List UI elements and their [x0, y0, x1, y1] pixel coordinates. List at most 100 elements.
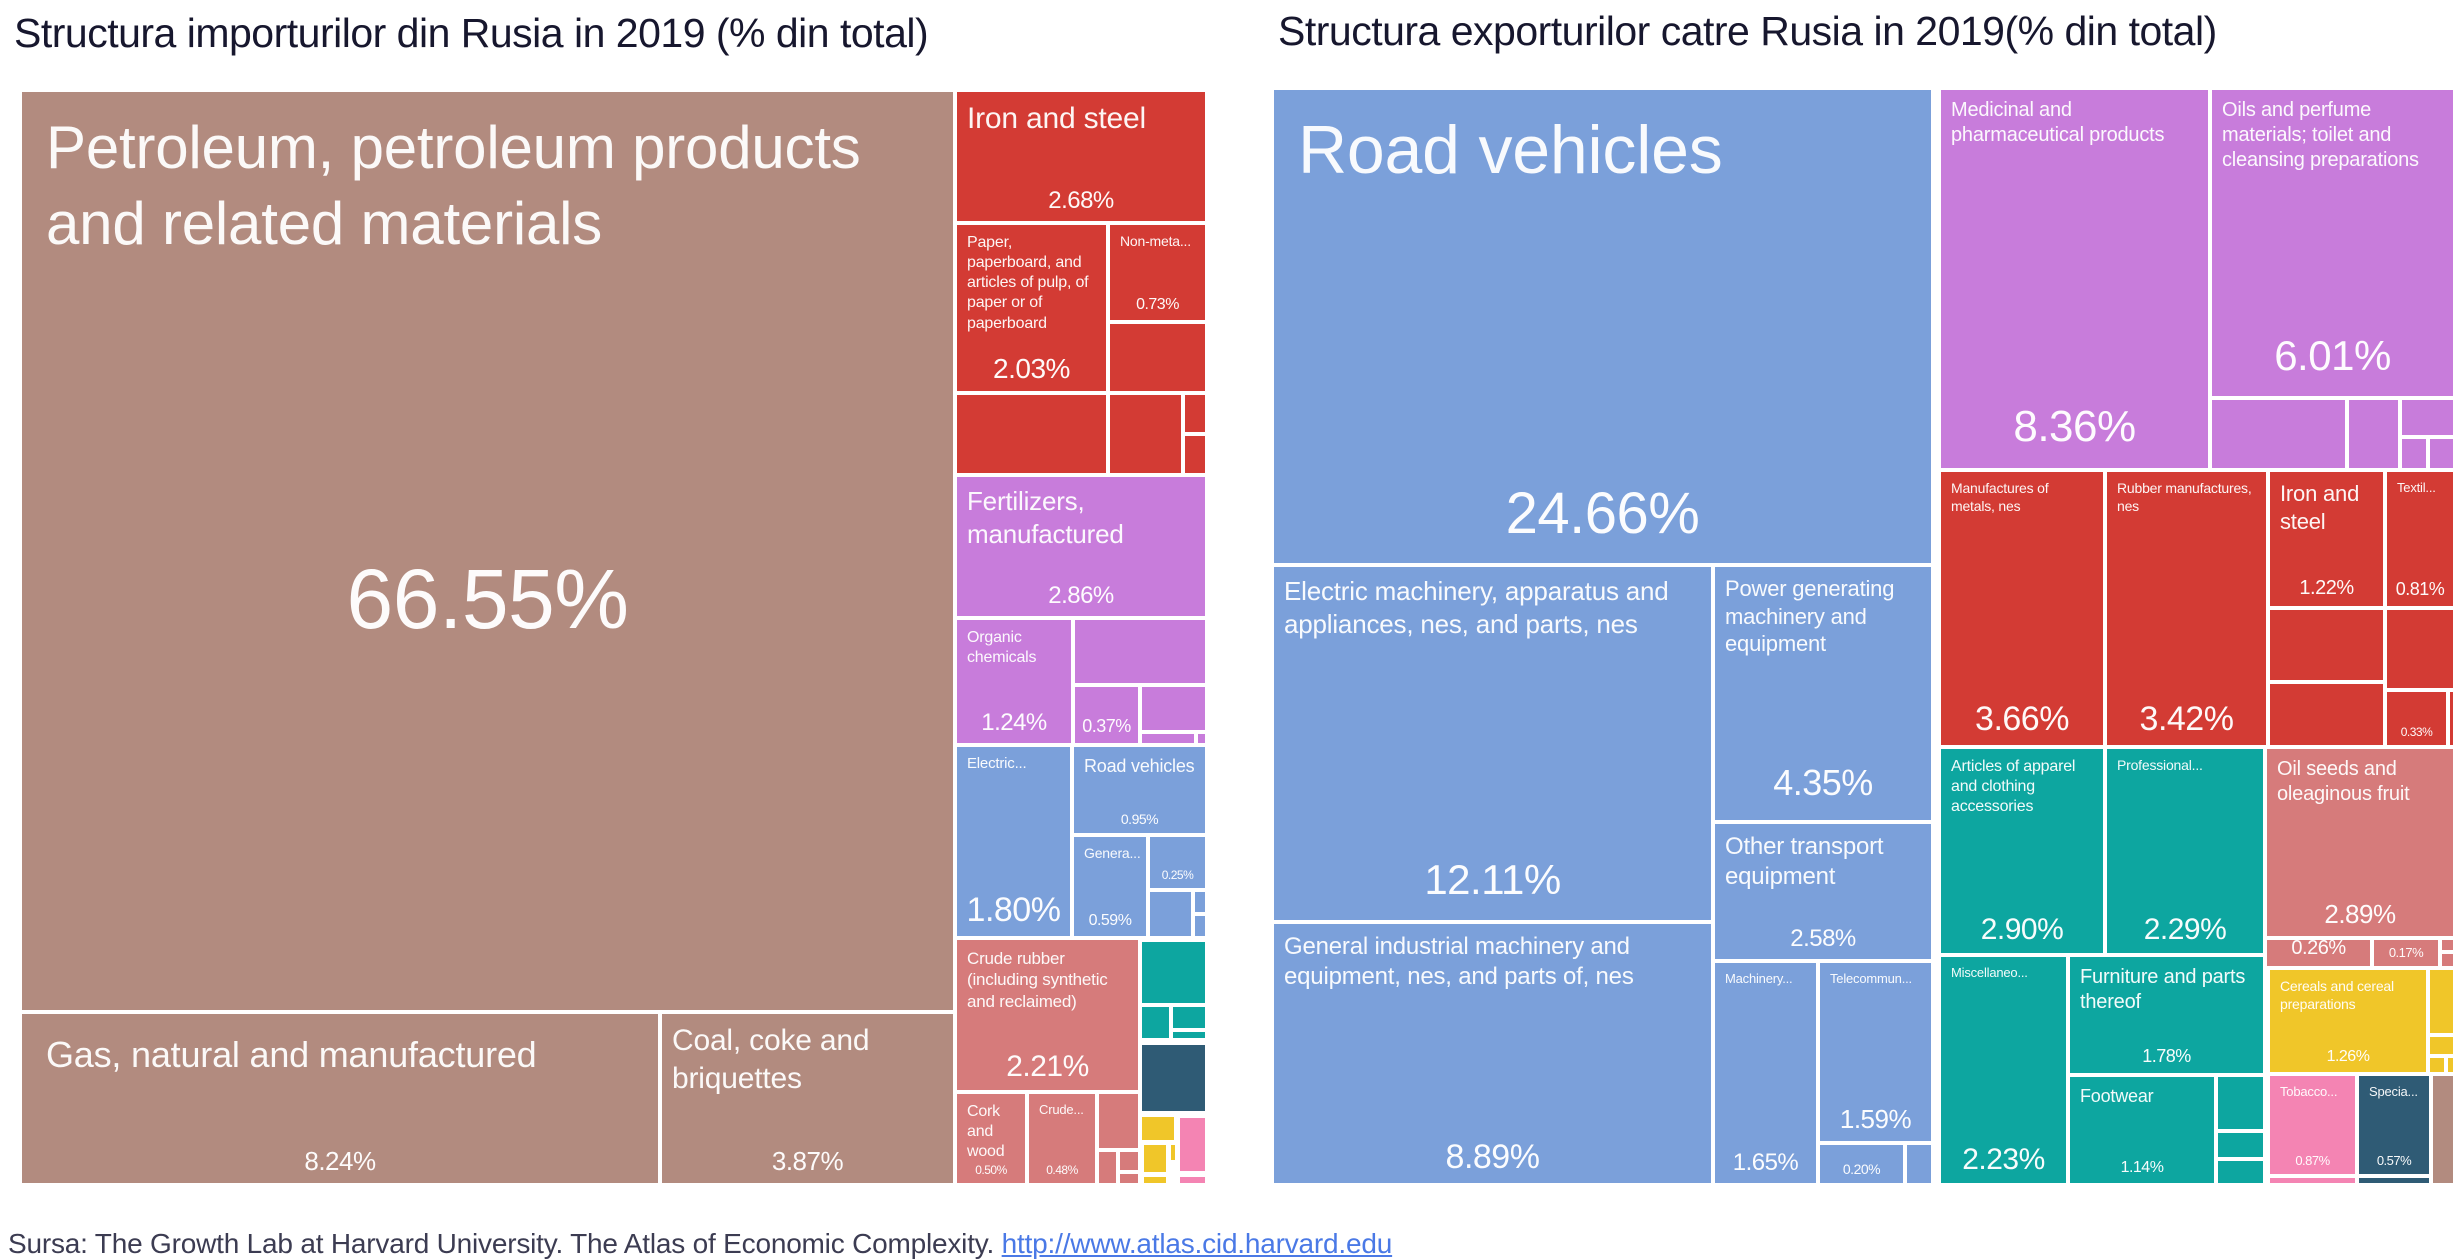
treemap-cell[interactable]: General industrial machinery and equipme… — [1272, 922, 1713, 1185]
treemap-cell[interactable] — [2268, 608, 2385, 682]
treemap-cell[interactable] — [2431, 1074, 2455, 1185]
treemap-cell[interactable]: Furniture and parts thereof 1.78% — [2068, 955, 2265, 1075]
treemap-cell[interactable]: Coal, coke and briquettes 3.87% — [660, 1012, 955, 1185]
treemap-cell[interactable] — [1142, 1175, 1168, 1185]
treemap-cell[interactable]: Gas, natural and manufactured 8.24% — [20, 1012, 660, 1185]
treemap-cell[interactable]: Oils and perfume materials; toilet and c… — [2210, 88, 2455, 398]
treemap-cell[interactable] — [2210, 398, 2347, 470]
treemap-cell[interactable]: Cork and wood 0.50% — [955, 1092, 1027, 1185]
treemap-cell[interactable]: 0.20% — [1818, 1143, 1905, 1185]
treemap-cell[interactable] — [1118, 1150, 1140, 1172]
cell-value: 1.22% — [2299, 577, 2354, 599]
treemap-cell[interactable]: Crude... 0.48% — [1027, 1092, 1097, 1185]
treemap-cell[interactable] — [1140, 1005, 1171, 1040]
treemap-cell[interactable]: Medicinal and pharmaceutical products 8.3… — [1939, 88, 2210, 470]
treemap-cell[interactable]: Electric machinery, apparatus and applia… — [1272, 565, 1713, 922]
treemap-cell[interactable]: Other transport equipment 2.58% — [1713, 822, 1933, 961]
treemap-cell[interactable] — [1178, 1116, 1207, 1173]
treemap-cell[interactable] — [2448, 690, 2455, 747]
treemap-cell[interactable] — [1097, 1150, 1118, 1185]
treemap-cell[interactable] — [1905, 1143, 1933, 1185]
treemap-cell[interactable] — [2428, 1035, 2455, 1056]
treemap-cell[interactable]: Electric... 1.80% — [955, 745, 1072, 938]
treemap-cell[interactable]: Petroleum, petroleum products and relate… — [20, 90, 955, 1012]
treemap-cell[interactable] — [955, 393, 1108, 475]
cell-value: 0.37% — [1082, 716, 1131, 736]
treemap-cell[interactable]: Oil seeds and oleaginous fruit 2.89% — [2265, 747, 2455, 938]
cell-value: 0.25% — [1161, 868, 1194, 882]
treemap-cell[interactable] — [1171, 1005, 1207, 1030]
treemap-cell[interactable] — [1108, 322, 1207, 393]
treemap-cell[interactable] — [1193, 890, 1207, 914]
treemap-cell[interactable] — [2268, 682, 2385, 747]
treemap-cell[interactable]: Specia... 0.57% — [2357, 1074, 2431, 1176]
treemap-cell[interactable] — [2440, 938, 2455, 952]
treemap-cell[interactable] — [2347, 398, 2400, 470]
treemap-cell[interactable]: Miscellaneo... 2.23% — [1939, 955, 2068, 1185]
treemap-cell[interactable]: Manufactures of metals, nes 3.66% — [1939, 470, 2105, 747]
treemap-cell[interactable] — [1097, 1092, 1140, 1150]
treemap-cell[interactable] — [2428, 437, 2455, 470]
treemap-cell[interactable] — [2268, 1176, 2357, 1185]
treemap-cell[interactable] — [2357, 1176, 2431, 1185]
treemap-cell[interactable] — [1169, 1143, 1177, 1162]
treemap-cell[interactable] — [2446, 1056, 2455, 1074]
treemap-cell[interactable]: Tobacco... 0.87% — [2268, 1074, 2357, 1176]
treemap-cell[interactable] — [1140, 1043, 1207, 1113]
cell-value: 1.78% — [2142, 1046, 2191, 1066]
treemap-cell[interactable] — [2216, 1075, 2265, 1131]
treemap-cell[interactable] — [1118, 1172, 1140, 1185]
treemap-cell[interactable]: Paper, paperboard, and articles of pulp,… — [955, 223, 1108, 393]
treemap-cell[interactable] — [1178, 1175, 1207, 1185]
treemap-cell[interactable] — [1108, 393, 1183, 475]
treemap-cell[interactable]: 0.37% — [1073, 685, 1140, 745]
source-line: Sursa: The Growth Lab at Harvard Univers… — [8, 1228, 1392, 1260]
treemap-cell[interactable] — [1140, 685, 1207, 732]
treemap-cell[interactable] — [2216, 1131, 2265, 1159]
treemap-cell[interactable]: Road vehicles 24.66% — [1272, 88, 1933, 565]
treemap-cell[interactable] — [2385, 608, 2455, 690]
treemap-cell[interactable]: Iron and steel 1.22% — [2268, 470, 2385, 608]
treemap-cell[interactable] — [1148, 890, 1193, 938]
treemap-cell[interactable]: Non-meta... 0.73% — [1108, 223, 1207, 322]
treemap-cell[interactable] — [1193, 914, 1207, 938]
treemap-cell[interactable]: Machinery... 1.65% — [1713, 961, 1818, 1185]
treemap-cell[interactable] — [1140, 1115, 1176, 1142]
treemap-cell[interactable] — [2400, 437, 2428, 470]
treemap-cell[interactable]: 0.17% — [2372, 938, 2440, 968]
treemap-cell[interactable] — [1140, 940, 1207, 1005]
treemap-cell[interactable]: Road vehicles 0.95% — [1072, 745, 1207, 835]
treemap-cell[interactable] — [1142, 1143, 1168, 1174]
treemap-cell[interactable]: Organic chemicals 1.24% — [955, 618, 1073, 745]
treemap-cell[interactable]: Fertilizers, manufactured 2.86% — [955, 475, 1207, 618]
treemap-cell[interactable] — [2428, 1056, 2446, 1074]
treemap-cell[interactable]: Genera... 0.59% — [1072, 835, 1148, 938]
treemap-cell[interactable] — [1183, 393, 1207, 434]
treemap-cell[interactable] — [1196, 732, 1207, 745]
treemap-cell[interactable]: Rubber manufactures, nes 3.42% — [2105, 470, 2268, 747]
treemap-cell[interactable]: Telecommun... 1.59% — [1818, 961, 1933, 1143]
treemap-cell[interactable]: Professional... 2.29% — [2105, 747, 2265, 955]
treemap-cell[interactable] — [2400, 398, 2455, 437]
treemap-cell[interactable] — [1183, 434, 1207, 475]
source-link[interactable]: http://www.atlas.cid.harvard.edu — [1001, 1228, 1393, 1259]
treemap-cell[interactable]: 0.33% — [2385, 690, 2448, 747]
treemap-cell[interactable]: Power generating machinery and equipment… — [1713, 565, 1933, 822]
treemap-cell[interactable]: Cereals and cereal preparations 1.26% — [2268, 968, 2428, 1074]
cell-label: Cereals and cereal preparations — [2280, 978, 2394, 1012]
treemap-cell[interactable]: 0.25% — [1148, 835, 1207, 890]
treemap-cell[interactable]: Articles of apparel and clothing accesso… — [1939, 747, 2105, 955]
treemap-cell[interactable]: Footwear 1.14% — [2068, 1075, 2216, 1185]
treemap-cell[interactable]: 0.26% — [2265, 938, 2372, 968]
treemap-cell[interactable] — [1140, 732, 1196, 745]
treemap-cell[interactable] — [2216, 1159, 2265, 1185]
treemap-cell[interactable]: Iron and steel 2.68% — [955, 90, 1207, 223]
treemap-cell[interactable]: Crude rubber (including synthetic and re… — [955, 938, 1140, 1092]
treemap-cell[interactable]: Textil... 0.81% — [2385, 470, 2455, 608]
treemap-cell[interactable] — [2440, 952, 2455, 968]
cell-label: General industrial machinery and equipme… — [1284, 933, 1634, 991]
treemap-cell[interactable] — [2428, 968, 2455, 1035]
cell-value: 2.03% — [993, 353, 1070, 384]
treemap-cell[interactable] — [1171, 1030, 1207, 1040]
treemap-cell[interactable] — [1073, 618, 1207, 685]
